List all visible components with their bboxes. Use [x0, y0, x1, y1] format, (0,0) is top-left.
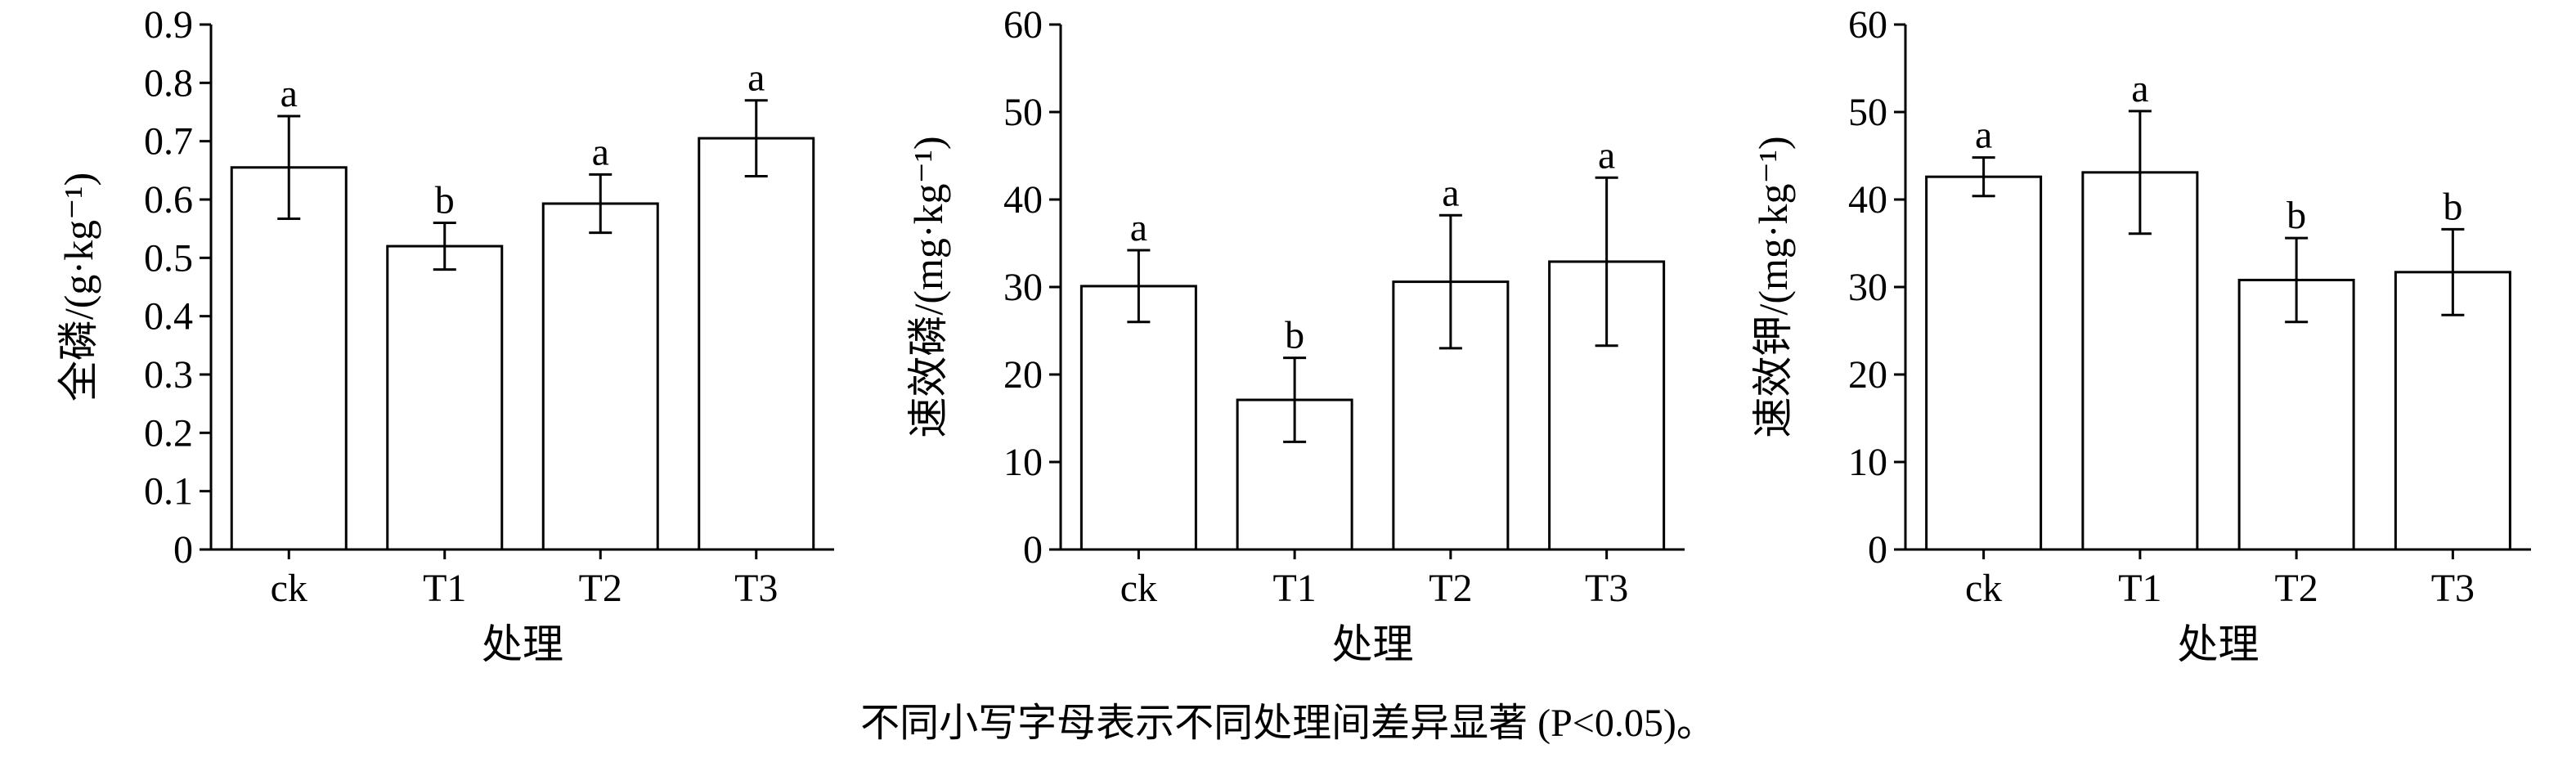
y-tick-label: 30 — [1848, 266, 1887, 309]
x-tick-label: T3 — [734, 567, 778, 610]
significance-letter: a — [747, 56, 765, 100]
x-tick-label: T3 — [1585, 567, 1628, 610]
y-tick-label: 10 — [1848, 441, 1887, 484]
y-tick-label: 0.3 — [144, 353, 193, 397]
y-tick-label: 10 — [1003, 441, 1043, 484]
bar — [230, 166, 348, 551]
y-tick-label: 0.5 — [144, 236, 193, 280]
bar — [386, 244, 504, 551]
chart-panel-1: 0 0.1 0.2 0.3 0.4 0.5 0.6 0.7 0.8 0.9 a ck b T1 a T2 a T3… — [56, 3, 834, 667]
significance-letter: b — [2287, 194, 2306, 237]
x-axis-label: 处理 — [1332, 621, 1414, 667]
chart-panel-3: 0 10 20 30 40 50 60 a ck a T1 b T2 b T3 处理 速效钾/(mg·kg⁻¹) — [1750, 3, 2531, 667]
significance-letter: b — [1285, 314, 1304, 357]
significance-letter: a — [1975, 114, 1992, 157]
y-axis-label: 速效钾/(mg·kg⁻¹) — [1750, 136, 1796, 437]
y-tick-label: 40 — [1848, 178, 1887, 222]
significance-letter: a — [280, 72, 298, 115]
x-tick-label: ck — [271, 567, 307, 610]
y-tick-label: 0.9 — [144, 3, 193, 47]
y-tick-label: 0.7 — [144, 120, 193, 164]
significance-letter: a — [1130, 206, 1147, 249]
x-tick-label: T1 — [423, 567, 466, 610]
bar — [1079, 285, 1197, 551]
bar — [541, 202, 659, 551]
significance-letter: a — [592, 130, 609, 173]
y-axis-label: 全磷/(g·kg⁻¹) — [56, 173, 101, 401]
x-tick-label: T2 — [1429, 567, 1472, 610]
y-tick-label: 0.8 — [144, 61, 193, 105]
x-tick-label: T2 — [579, 567, 622, 610]
chart-panels: 0 0.1 0.2 0.3 0.4 0.5 0.6 0.7 0.8 0.9 a ck b T1 a T2 a T3… — [56, 3, 2531, 667]
y-tick-label: 50 — [1848, 91, 1887, 134]
x-tick-label: ck — [1120, 567, 1157, 610]
bar — [698, 137, 815, 551]
x-tick-label: T1 — [2118, 567, 2161, 610]
y-tick-label: 0 — [1868, 528, 1887, 572]
y-tick-label: 50 — [1003, 91, 1043, 134]
chart-panel-2: 0 10 20 30 40 50 60 a ck b T1 a T2 a T3 处理 速效磷/(mg·kg⁻¹) — [905, 3, 1685, 667]
significance-note: 不同小写字母表示不同处理间差异显著 (P<0.05)。 — [860, 702, 1716, 745]
significance-letter: a — [2131, 67, 2148, 110]
bar — [2394, 271, 2511, 551]
y-tick-label: 60 — [1848, 3, 1887, 47]
x-tick-label: T2 — [2274, 567, 2318, 610]
bar — [1925, 175, 2043, 551]
x-tick-label: T1 — [1272, 567, 1316, 610]
y-tick-label: 0 — [1023, 528, 1043, 572]
x-axis-label: 处理 — [2178, 621, 2260, 667]
y-tick-label: 30 — [1003, 266, 1043, 309]
significance-letter: a — [1598, 133, 1615, 177]
y-tick-label: 20 — [1848, 353, 1887, 397]
y-tick-label: 0.1 — [144, 470, 193, 514]
y-tick-label: 40 — [1003, 178, 1043, 222]
x-axis-label: 处理 — [482, 621, 563, 667]
y-tick-label: 60 — [1003, 3, 1043, 47]
y-tick-label: 0.2 — [144, 411, 193, 455]
bar — [2081, 171, 2199, 551]
y-tick-label: 20 — [1003, 353, 1043, 397]
x-tick-label: ck — [1965, 567, 2002, 610]
y-tick-label: 0.4 — [144, 295, 193, 339]
bar — [2237, 278, 2355, 551]
significance-letter: a — [1442, 171, 1459, 214]
significance-letter: b — [2443, 185, 2462, 228]
x-tick-label: T3 — [2431, 567, 2475, 610]
y-axis-label: 速效磷/(mg·kg⁻¹) — [905, 136, 951, 437]
y-tick-label: 0.6 — [144, 178, 193, 222]
y-tick-label: 0 — [173, 528, 193, 572]
significance-letter: b — [435, 179, 455, 222]
